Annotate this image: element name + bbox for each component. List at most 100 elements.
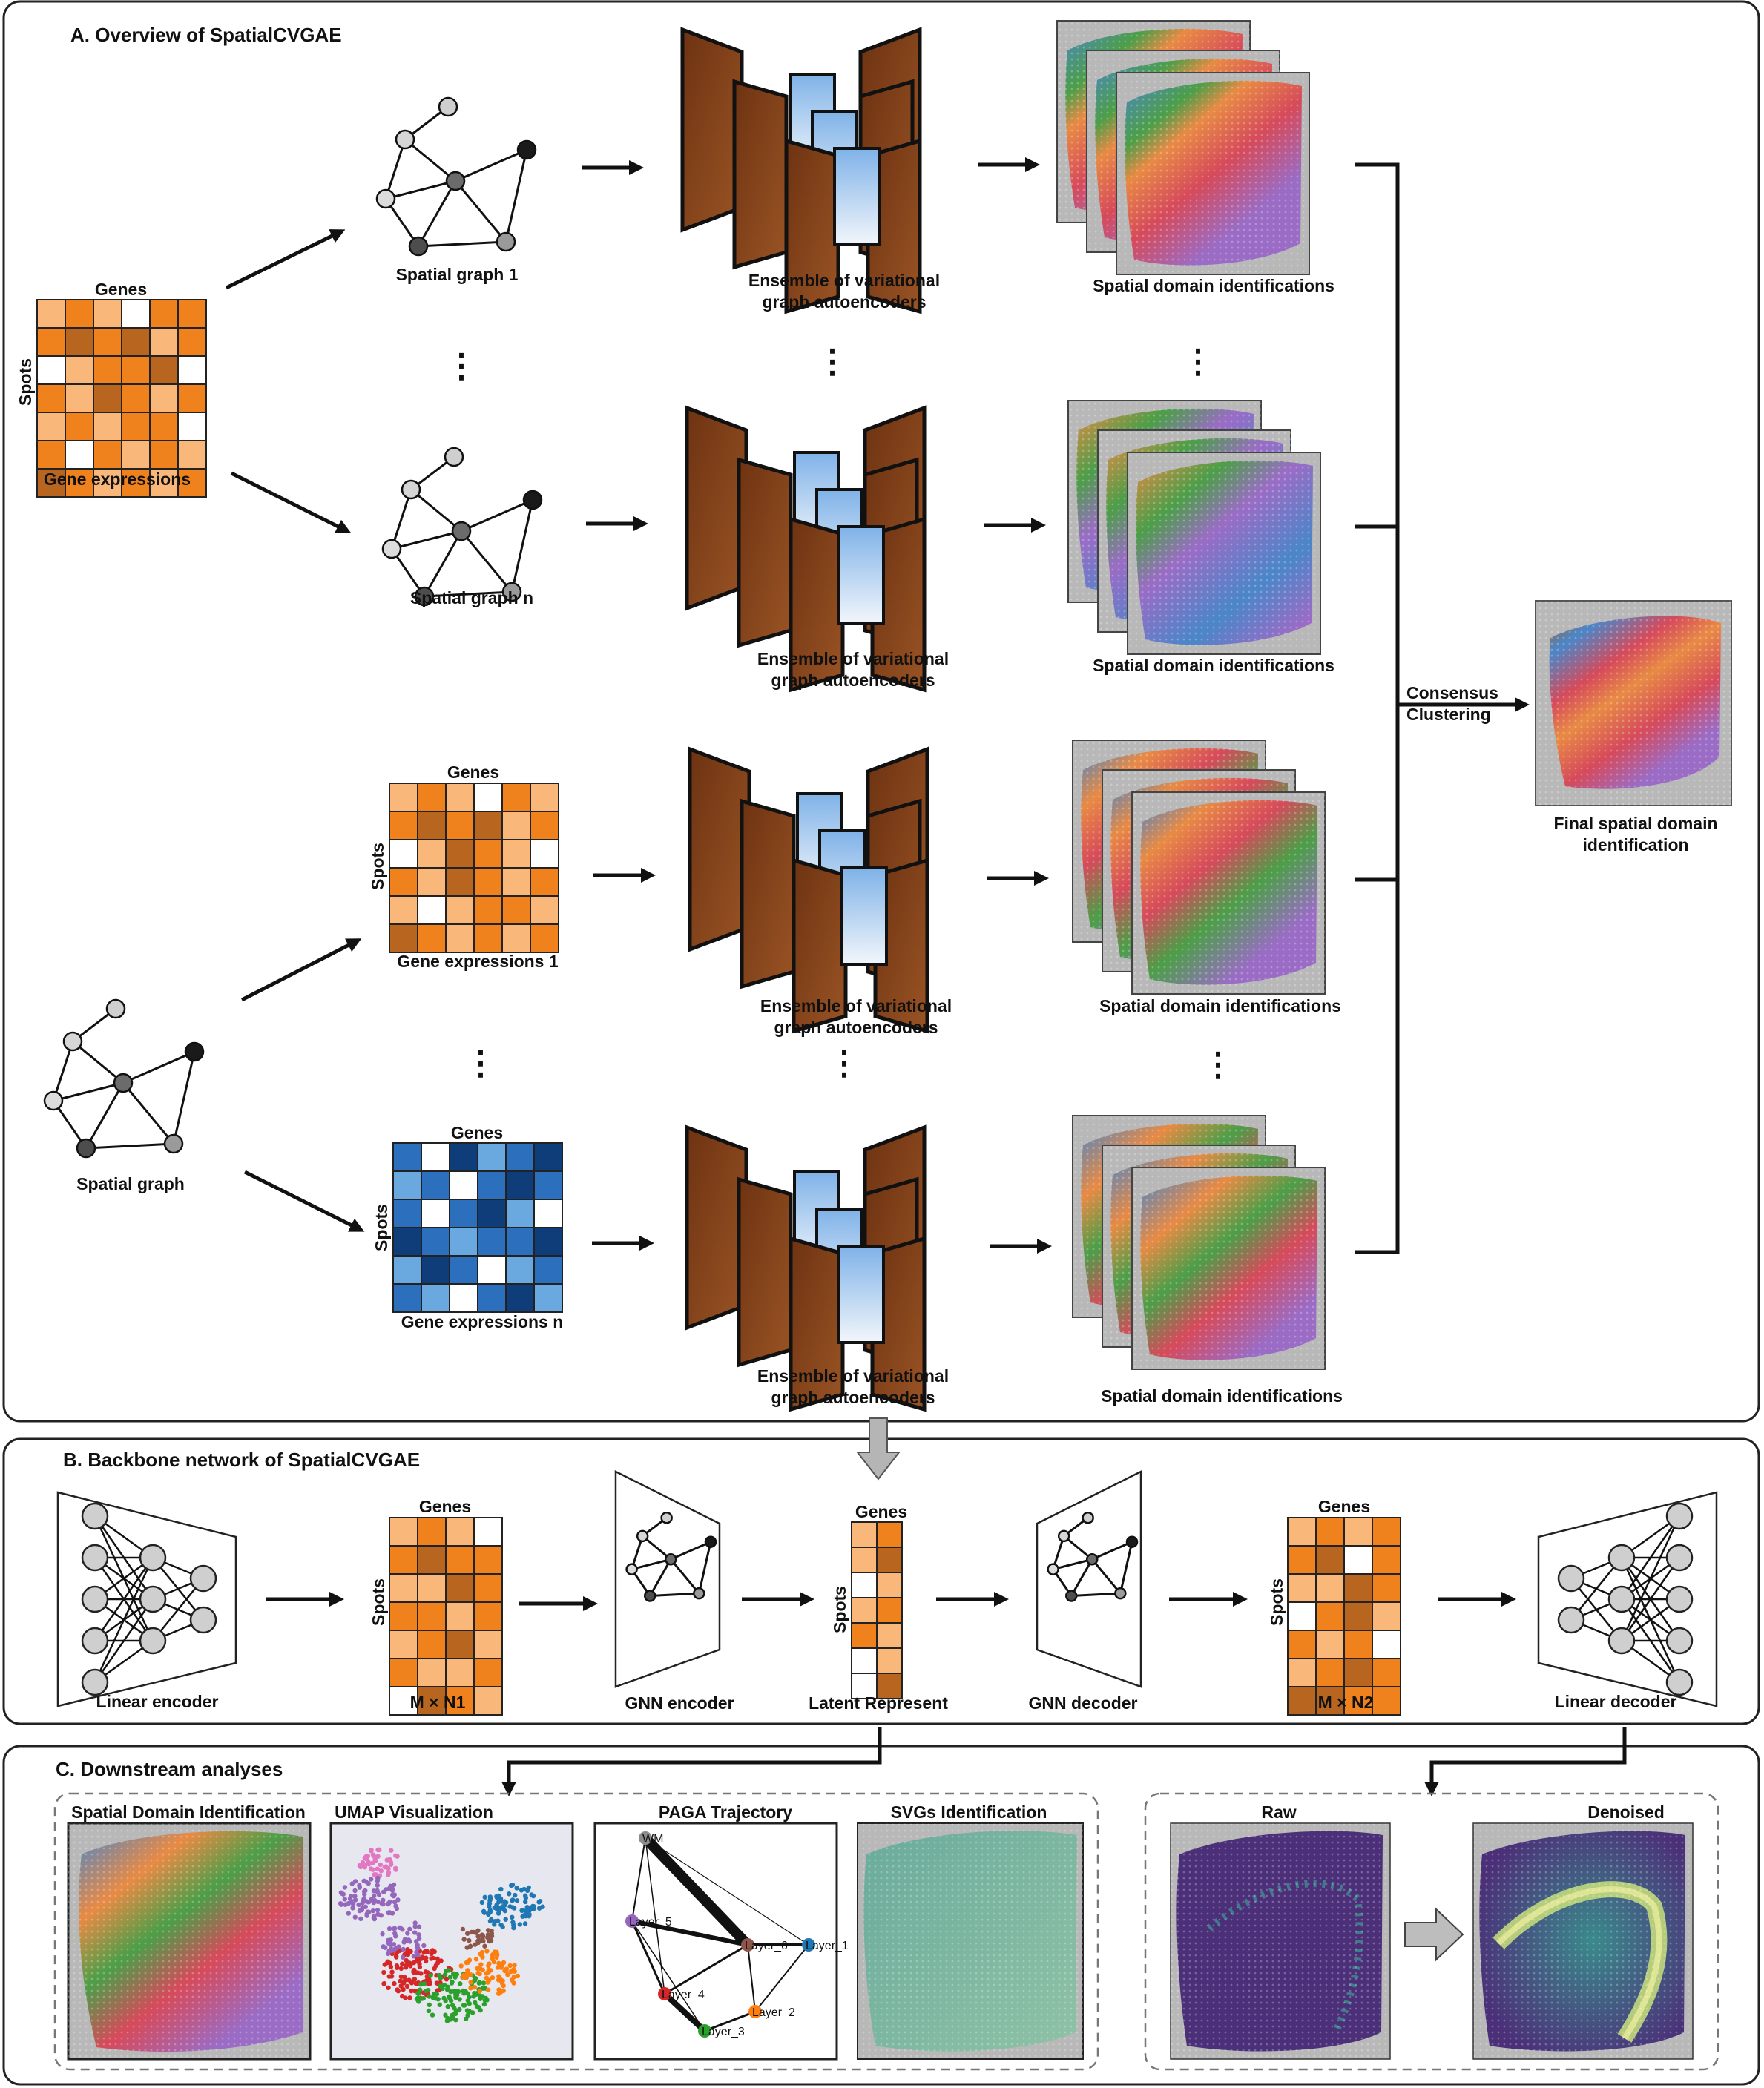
matrix-cell bbox=[851, 1647, 878, 1674]
matrix-cell bbox=[445, 1630, 475, 1659]
graph-edge bbox=[404, 138, 456, 182]
umap-point bbox=[477, 1966, 483, 1972]
matrix-cell bbox=[389, 923, 418, 953]
umap-point bbox=[503, 1917, 508, 1922]
umap-point bbox=[522, 1921, 528, 1926]
graph-node bbox=[693, 1587, 705, 1600]
matrix-cell bbox=[445, 1686, 475, 1716]
graph-edge bbox=[418, 240, 507, 248]
matrix-cell bbox=[93, 355, 122, 385]
matrix-cell bbox=[1287, 1601, 1317, 1631]
matrix-cell bbox=[501, 783, 531, 812]
umap-point bbox=[378, 1862, 384, 1868]
umap-point bbox=[485, 1928, 491, 1933]
umap-point bbox=[386, 1974, 392, 1979]
ensemble-2-label-line2: graph autoencoders bbox=[771, 671, 935, 690]
graph-node bbox=[105, 998, 126, 1019]
umap-point bbox=[519, 1908, 525, 1913]
graph-edge bbox=[85, 1082, 125, 1149]
umap-point bbox=[489, 1917, 494, 1923]
umap-point bbox=[371, 1888, 377, 1894]
gnn-encoder: GNN encoder bbox=[614, 1469, 734, 1713]
umap-point bbox=[387, 1899, 392, 1905]
matrix-cell bbox=[473, 867, 503, 897]
umap-point bbox=[338, 1890, 344, 1895]
umap-point bbox=[375, 1878, 381, 1883]
paga-node-label: Layer_4 bbox=[662, 1989, 705, 2001]
umap-point bbox=[423, 1955, 429, 1960]
sdi-panel: Spatial Domain Identification bbox=[67, 1802, 312, 2061]
graph-edge bbox=[72, 1040, 124, 1084]
umap-point bbox=[409, 1980, 415, 1986]
umap-point bbox=[386, 1910, 392, 1915]
graph-edge bbox=[460, 530, 513, 593]
umap-point bbox=[438, 1958, 444, 1963]
matrix-cell bbox=[445, 1517, 475, 1547]
paga-edge bbox=[631, 1919, 748, 1947]
consensus-label-line2: Clustering bbox=[1406, 705, 1491, 724]
matrix-cell bbox=[417, 1630, 447, 1659]
matrix-cell bbox=[473, 839, 503, 869]
umap-point bbox=[530, 1906, 536, 1912]
gene-expressions-label: Gene expressions bbox=[44, 470, 191, 489]
umap-point bbox=[457, 2006, 462, 2012]
umap-point bbox=[396, 1944, 401, 1949]
domain-stack-3-label: Spatial domain identifications bbox=[1099, 996, 1341, 1015]
paga-panel: PAGA Trajectory WM Layer_5 Layer_6 Layer_1 L… bbox=[593, 1802, 849, 2061]
matrix-cell bbox=[533, 1255, 563, 1285]
umap-point bbox=[407, 1939, 412, 1944]
umap-point bbox=[478, 1952, 483, 1957]
umap-title: UMAP Visualization bbox=[335, 1802, 493, 1822]
matrix-cell bbox=[149, 412, 179, 441]
graph-node bbox=[660, 1511, 673, 1524]
ensemble-3-label-line2: graph autoencoders bbox=[774, 1018, 938, 1037]
matrix-cell bbox=[876, 1547, 903, 1573]
umap-point bbox=[512, 1963, 517, 1968]
matrix-cell bbox=[445, 895, 475, 925]
umap-point bbox=[519, 1888, 524, 1893]
umap-point bbox=[391, 1882, 397, 1888]
umap-point bbox=[469, 1929, 474, 1935]
matrix-cell bbox=[473, 1658, 503, 1687]
matrix-cell bbox=[445, 1601, 475, 1631]
umap-point bbox=[447, 1994, 452, 2000]
graph-node bbox=[501, 582, 522, 602]
matrix-cell bbox=[533, 1199, 563, 1228]
connector-latent-to-c bbox=[501, 1727, 882, 1796]
encoder-layer bbox=[732, 79, 789, 270]
umap-point bbox=[504, 1966, 510, 1972]
graph-edge bbox=[390, 489, 412, 550]
matrix-cell bbox=[445, 867, 475, 897]
graph-node bbox=[113, 1073, 134, 1093]
umap-point bbox=[461, 1937, 467, 1942]
graph-node bbox=[62, 1031, 83, 1052]
matrix-cell bbox=[1315, 1573, 1345, 1603]
umap-point bbox=[461, 1991, 467, 1996]
umap-point bbox=[472, 1984, 478, 1990]
matrix-cell bbox=[121, 440, 151, 470]
umap-point bbox=[389, 1969, 395, 1975]
latent-block bbox=[833, 147, 881, 246]
umap-scatter bbox=[338, 1847, 545, 2023]
matrix-cell bbox=[501, 839, 531, 869]
matrix-cell bbox=[501, 895, 531, 925]
umap-point bbox=[392, 1892, 398, 1897]
m-n2-genes: Genes bbox=[1318, 1497, 1370, 1516]
umap-point bbox=[473, 2000, 478, 2006]
ensemble-3-label-line1: Ensemble of variational bbox=[760, 996, 952, 1015]
umap-point bbox=[442, 1972, 448, 1977]
umap-point bbox=[375, 1908, 381, 1913]
matrix-cell bbox=[473, 1545, 503, 1575]
umap-point bbox=[389, 1848, 394, 1853]
umap-point bbox=[398, 1983, 404, 1989]
matrix-cell bbox=[1315, 1517, 1345, 1547]
vgae-ensemble-4: Ensemble of variational graph autoencode… bbox=[685, 1124, 949, 1412]
paga-edge bbox=[645, 1837, 665, 1995]
umap-point bbox=[366, 1880, 371, 1886]
domain-map-card bbox=[1131, 791, 1326, 995]
umap-point bbox=[507, 1963, 513, 1969]
matrix-cell bbox=[473, 1573, 503, 1603]
matrix-cell bbox=[417, 1601, 447, 1631]
matrix-cell bbox=[1287, 1573, 1317, 1603]
vgae-ensemble-3: Ensemble of variational graph autoencode… bbox=[688, 746, 952, 1037]
